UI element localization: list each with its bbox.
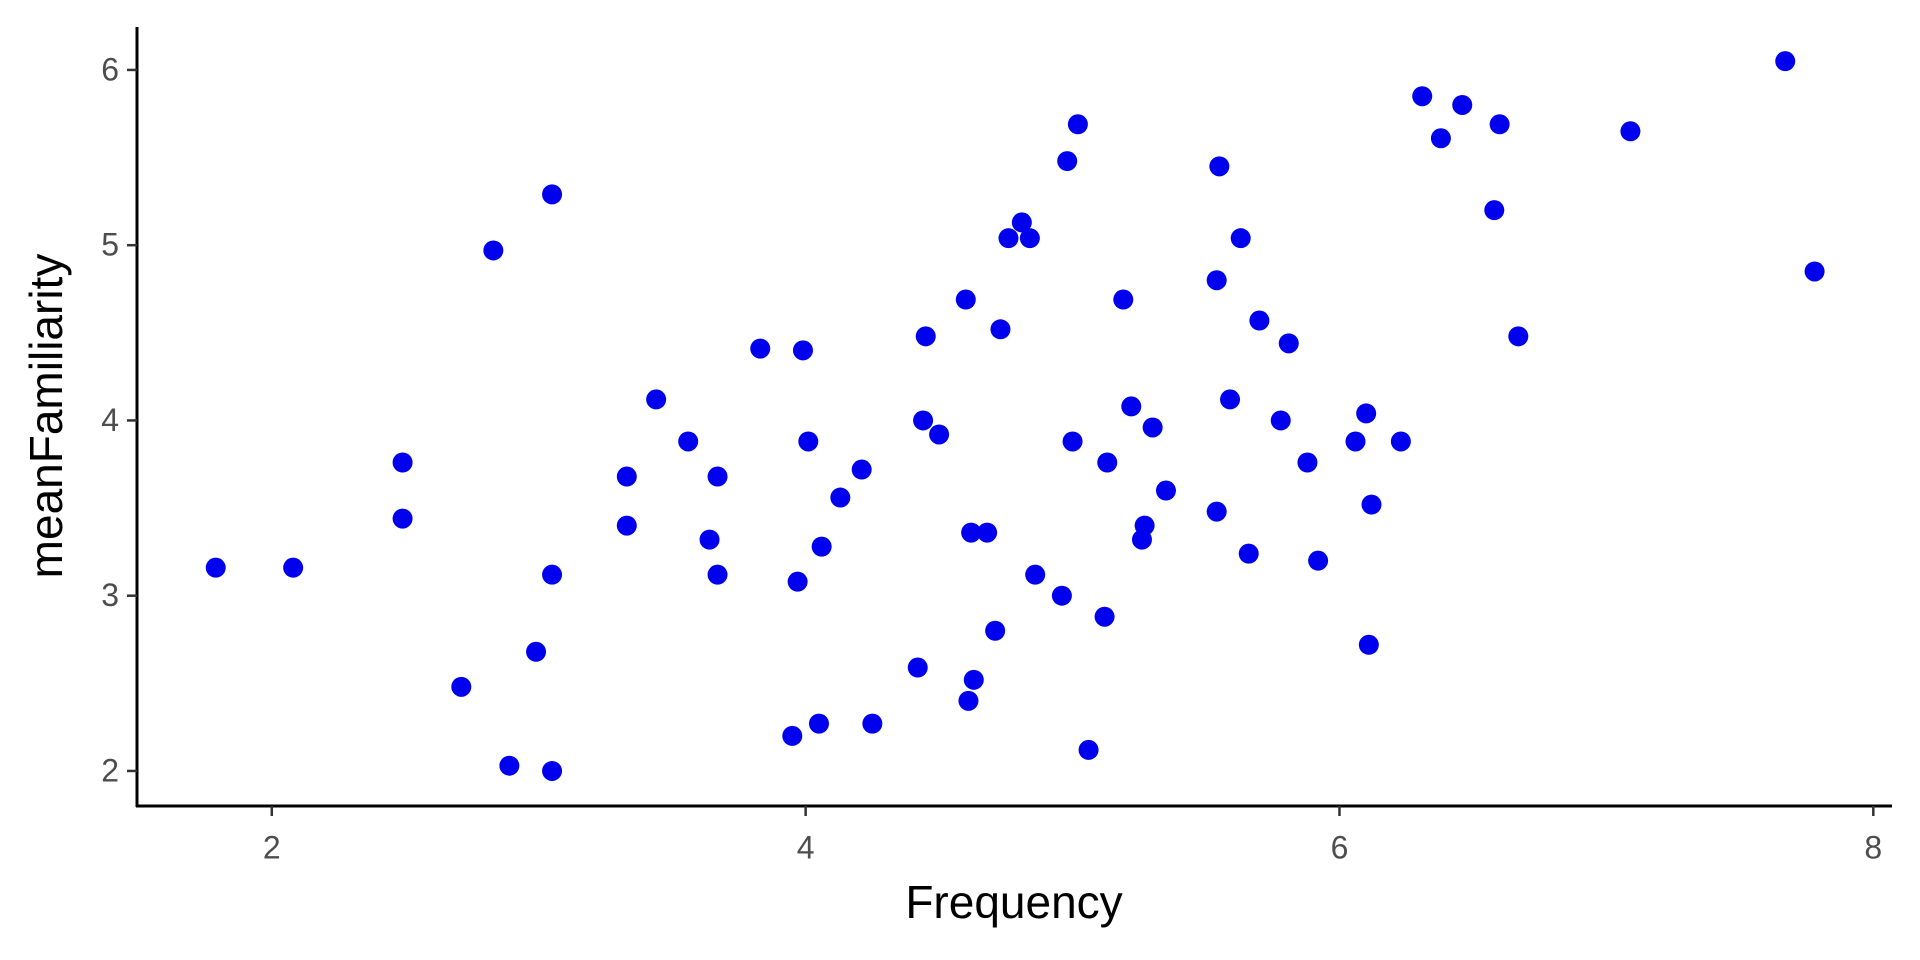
point: [1155, 480, 1176, 501]
y-tick-label: 2: [101, 752, 119, 788]
point: [542, 760, 563, 781]
x-tick-label: 2: [263, 829, 281, 865]
point: [616, 466, 637, 487]
point: [1775, 51, 1796, 72]
point: [1062, 431, 1083, 452]
point: [283, 557, 304, 578]
point: [1113, 289, 1134, 310]
point: [1249, 310, 1270, 331]
y-axis-title: meanFamiliarity: [20, 254, 72, 579]
point: [1206, 270, 1227, 291]
point: [392, 508, 413, 529]
point: [616, 515, 637, 536]
point: [678, 431, 699, 452]
point: [526, 641, 547, 662]
point: [787, 571, 808, 592]
point: [1134, 515, 1155, 536]
point: [1011, 212, 1032, 233]
point: [646, 389, 667, 410]
point: [1452, 94, 1473, 115]
point: [862, 713, 883, 734]
point: [542, 564, 563, 585]
point: [963, 669, 984, 690]
x-tick-label: 8: [1864, 829, 1882, 865]
point: [1390, 431, 1411, 452]
point: [811, 536, 832, 557]
point: [798, 431, 819, 452]
point: [483, 240, 504, 261]
point: [851, 459, 872, 480]
y-tick-label: 3: [101, 577, 119, 613]
point: [1078, 739, 1099, 760]
point: [1142, 417, 1163, 438]
x-tick-label: 4: [797, 829, 815, 865]
point: [782, 725, 803, 746]
point: [499, 755, 520, 776]
point: [1489, 114, 1510, 135]
point: [1220, 389, 1241, 410]
point: [961, 522, 982, 543]
y-tick-label: 6: [101, 51, 119, 87]
point: [1508, 326, 1529, 347]
point: [1620, 121, 1641, 142]
point: [1230, 228, 1251, 249]
point: [1804, 261, 1825, 282]
point: [1361, 494, 1382, 515]
point: [958, 690, 979, 711]
x-axis-title: Frequency: [905, 876, 1122, 928]
point: [792, 340, 813, 361]
point: [1025, 564, 1046, 585]
point: [1094, 606, 1115, 627]
point: [1484, 200, 1505, 221]
point: [1278, 333, 1299, 354]
point: [451, 676, 472, 697]
point: [1051, 585, 1072, 606]
point: [1308, 550, 1329, 571]
point: [1238, 543, 1259, 564]
point: [707, 466, 728, 487]
point: [929, 424, 950, 445]
y-tick-label: 5: [101, 227, 119, 263]
point: [1297, 452, 1318, 473]
point: [955, 289, 976, 310]
point: [1121, 396, 1142, 417]
y-tick-label: 4: [101, 402, 119, 438]
point: [699, 529, 720, 550]
point: [1057, 151, 1078, 172]
point: [990, 319, 1011, 340]
point: [750, 338, 771, 359]
point: [1358, 634, 1379, 655]
point: [913, 410, 934, 431]
point: [1412, 86, 1433, 107]
point: [1209, 156, 1230, 177]
point: [998, 228, 1019, 249]
point: [1356, 403, 1377, 424]
point: [907, 657, 928, 678]
point: [1270, 410, 1291, 431]
point: [1019, 228, 1040, 249]
point: [1097, 452, 1118, 473]
point: [392, 452, 413, 473]
point: [985, 620, 1006, 641]
point: [1345, 431, 1366, 452]
point: [808, 713, 829, 734]
point: [977, 522, 998, 543]
point: [205, 557, 226, 578]
point: [707, 564, 728, 585]
point: [1067, 114, 1088, 135]
point: [830, 487, 851, 508]
x-tick-label: 6: [1331, 829, 1349, 865]
point: [1206, 501, 1227, 522]
point: [1430, 128, 1451, 149]
point: [542, 184, 563, 205]
point: [915, 326, 936, 347]
